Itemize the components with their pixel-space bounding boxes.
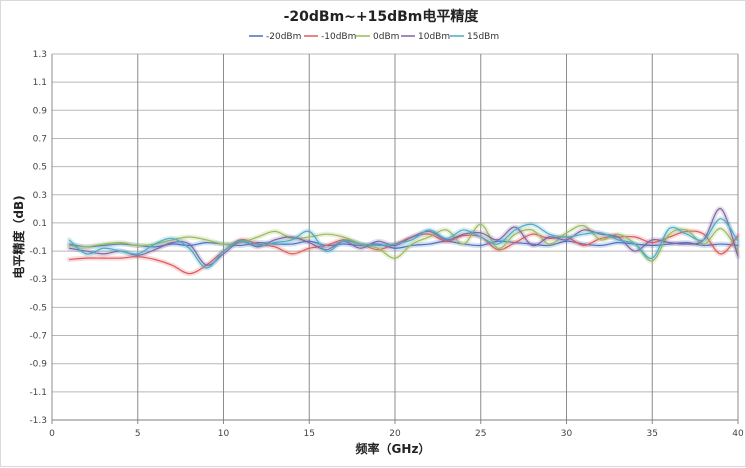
y-tick-label: 1.3 [33, 50, 47, 60]
y-tick-label: -0.1 [29, 247, 47, 257]
series-line [69, 223, 739, 262]
gridlines [51, 53, 739, 424]
x-tick-label: 35 [647, 429, 658, 439]
y-tick-label: 0.1 [33, 219, 47, 229]
x-axis-label: 频率（GHz） [356, 441, 431, 456]
x-tick-label: 5 [135, 429, 141, 439]
y-tick-label: 0.3 [33, 191, 47, 201]
y-tick-label: -0.5 [29, 303, 47, 313]
y-tick-label: -0.9 [29, 360, 47, 370]
y-tick-label: -1.1 [29, 388, 47, 398]
legend-label: -20dBm [266, 32, 301, 42]
legend-label: 10dBm [418, 32, 450, 42]
x-tick-label: 0 [49, 429, 55, 439]
y-axis-label: 电平精度（dB) [11, 195, 26, 278]
legend-label: -10dBm [321, 32, 356, 42]
y-tick-label: 0.9 [33, 106, 48, 116]
y-tick-label: 0.7 [33, 134, 47, 144]
y-tick-label: -0.7 [29, 332, 47, 342]
x-axis-ticks: 0 5 10 15 20 25 30 35 40 [49, 429, 744, 439]
x-tick-label: 10 [218, 429, 230, 439]
series-line [69, 230, 739, 275]
series-line [69, 240, 739, 249]
y-tick-label: 0.5 [33, 163, 47, 173]
x-tick-label: 40 [732, 429, 744, 439]
x-tick-label: 25 [475, 429, 486, 439]
y-tick-label: -0.3 [29, 275, 47, 285]
x-tick-label: 30 [561, 429, 573, 439]
y-tick-label: 1.1 [33, 78, 47, 88]
chart-title: -20dBm~+15dBm电平精度 [284, 8, 480, 25]
y-tick-label: -1.3 [29, 416, 47, 426]
legend: -20dBm -10dBm 0dBm 10dBm 15dBm [249, 32, 499, 42]
series-line [68, 218, 739, 269]
legend-label: 0dBm [373, 32, 399, 42]
legend-label: 15dBm [467, 32, 499, 42]
y-axis-ticks: 1.3 1.1 0.9 0.7 0.5 0.3 0.1 -0.1 -0.3 -0.5 -0.7 -0.… [29, 50, 47, 426]
x-tick-label: 20 [389, 429, 401, 439]
series-lines [66, 206, 741, 277]
x-tick-label: 15 [304, 429, 315, 439]
